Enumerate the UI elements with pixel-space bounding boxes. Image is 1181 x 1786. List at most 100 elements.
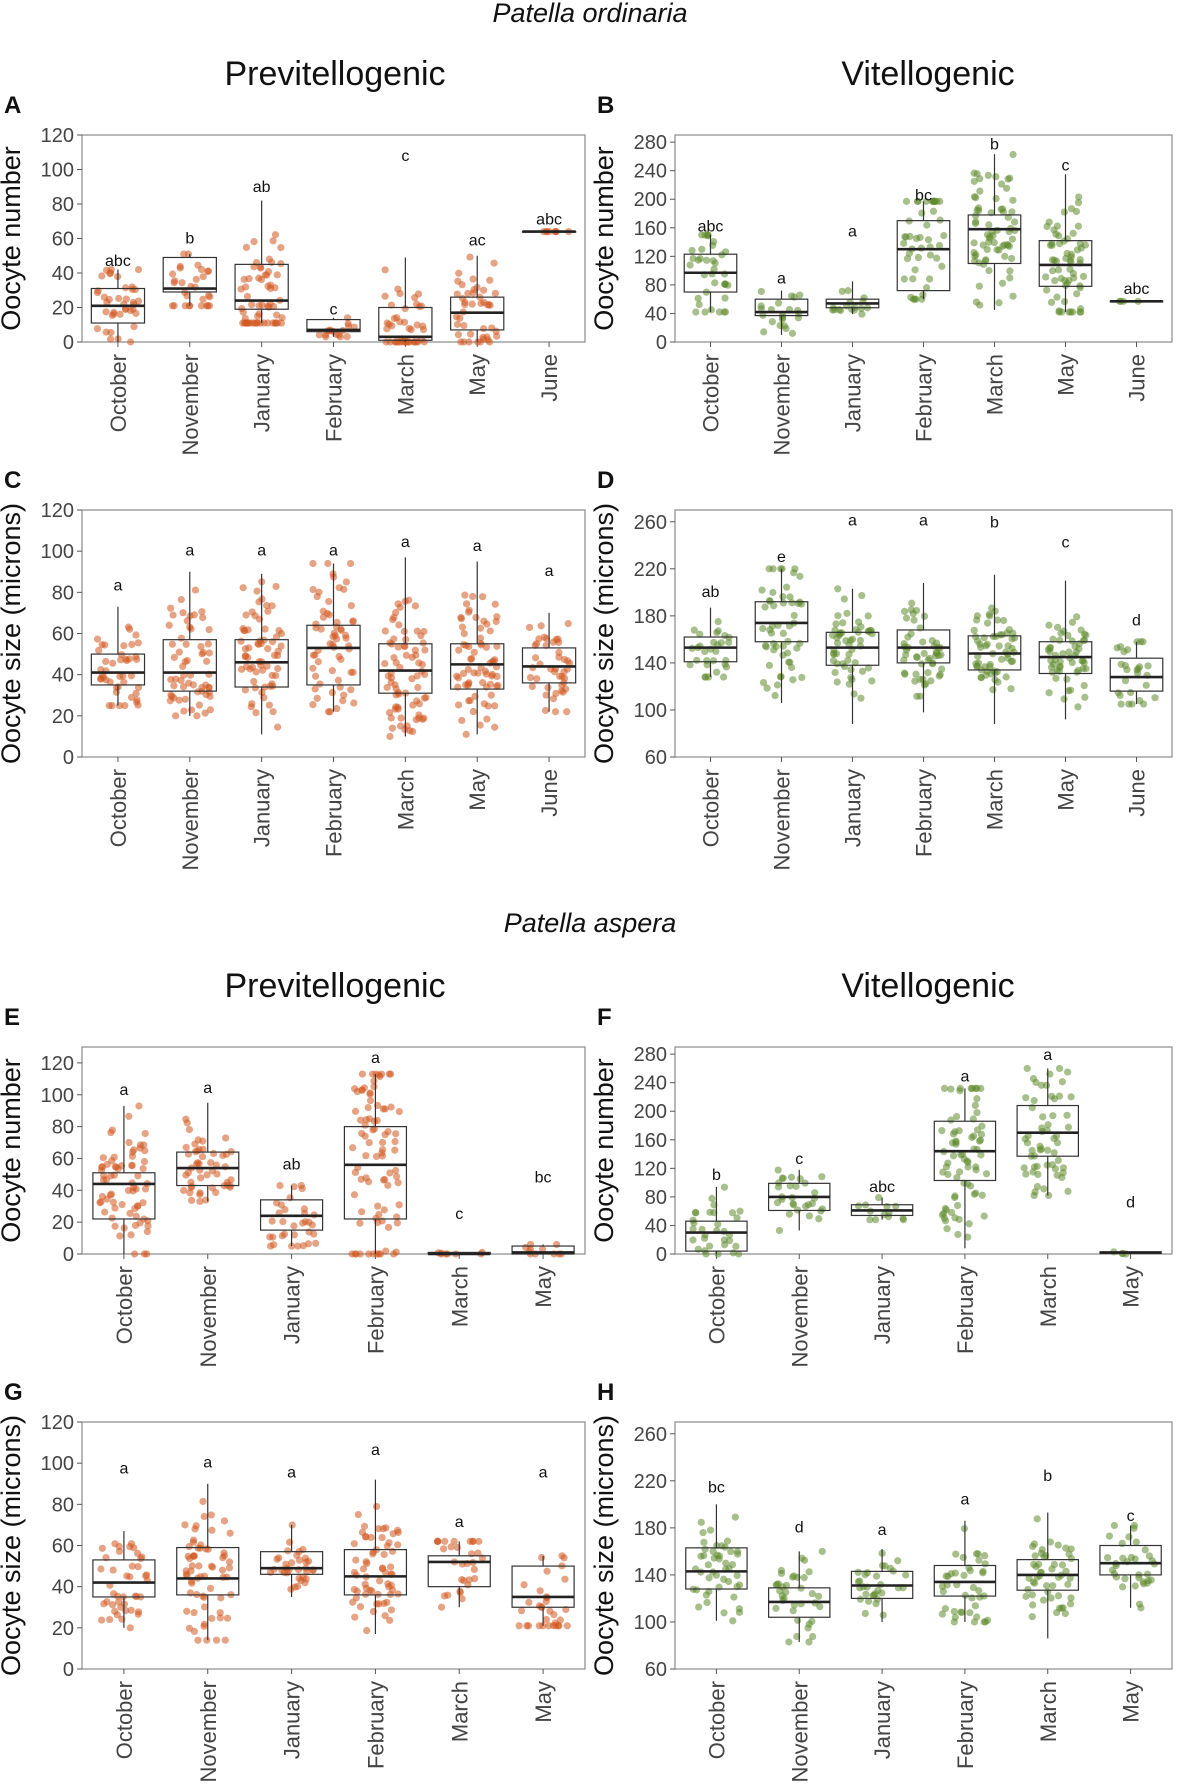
data-point [266,1242,275,1250]
data-point [269,1233,277,1241]
data-point [358,1208,366,1216]
data-point [194,1636,202,1644]
data-point [1048,256,1057,264]
data-point [757,305,765,313]
data-point [839,619,847,627]
x-tick-label: February [912,354,937,442]
significance-letter: b [185,231,194,248]
data-point [789,676,797,684]
data-point [170,694,178,702]
data-point [928,197,936,205]
data-point [533,675,541,683]
data-point [385,1539,393,1547]
x-tick-label: May [465,769,490,811]
data-point [860,294,868,302]
data-point [417,632,425,640]
data-point [1008,657,1017,665]
data-point [724,1577,733,1586]
data-point [123,1572,131,1580]
data-point [1064,1580,1072,1588]
data-point [387,1103,395,1111]
data-point [290,1231,298,1239]
data-point [491,289,499,297]
data-point [103,1160,111,1168]
data-point [313,694,321,702]
y-tick-label: 180 [634,1518,667,1540]
data-point [386,708,394,717]
data-point [268,602,276,610]
data-point [190,1608,198,1617]
data-point [479,324,488,333]
data-point [390,314,398,323]
data-point [1110,1570,1119,1578]
significance-letter: d [1126,1195,1135,1212]
data-point [976,301,984,309]
data-point [380,1550,388,1559]
data-point [759,624,767,633]
data-point [344,320,352,328]
data-point [393,1219,401,1227]
data-point [965,1220,973,1228]
data-point [177,676,185,685]
data-point [415,714,423,722]
data-point [491,702,499,710]
data-point [1051,1165,1059,1173]
data-point [528,682,536,691]
data-point [308,1221,316,1229]
data-point [482,670,490,678]
data-point [785,1210,794,1218]
data-point [129,298,137,306]
data-point [857,304,865,313]
data-point [266,284,275,293]
data-point [1076,284,1084,292]
data-point [951,1613,959,1622]
data-point [844,656,852,664]
data-point [1073,290,1081,298]
data-point [981,1552,989,1560]
y-axis-label: Oocyte size (microns) [0,1415,26,1676]
data-point [191,1525,199,1533]
data-point [777,565,785,573]
data-point [1067,1554,1075,1563]
data-point [143,1227,152,1236]
data-point [714,617,722,626]
data-point [251,684,259,692]
data-point [894,1557,902,1565]
data-point [237,637,245,645]
data-point [986,612,994,620]
data-point [139,1199,147,1207]
plot-frame [674,1046,1173,1255]
data-point [993,246,1001,254]
data-point [1139,700,1148,708]
data-point [776,673,785,681]
data-point [715,1555,723,1563]
data-point [396,290,404,298]
plot-frame [674,1421,1173,1670]
data-point [401,305,409,313]
data-point [460,629,468,638]
data-point [356,1219,364,1227]
data-point [241,652,249,661]
data-point [323,609,331,618]
data-point [1073,613,1081,621]
data-point [455,269,463,277]
data-point [185,1125,193,1134]
panel-H: H Oocyte size (microns) 60 100 140 180 220 260 O… [589,1379,1173,1782]
data-point [854,1202,863,1210]
data-point [384,1223,393,1232]
data-point [774,299,783,307]
data-point [700,1538,708,1546]
y-tick-label: 60 [52,1148,74,1170]
data-point [237,285,245,293]
data-point [141,1129,149,1138]
data-point [973,637,982,645]
data-point [950,1607,958,1616]
data-point [1022,1170,1030,1178]
data-point [904,633,912,641]
data-point [278,314,286,322]
data-point [550,1611,558,1619]
data-point [1032,1078,1040,1087]
data-point [701,647,709,655]
data-point [960,1571,968,1580]
